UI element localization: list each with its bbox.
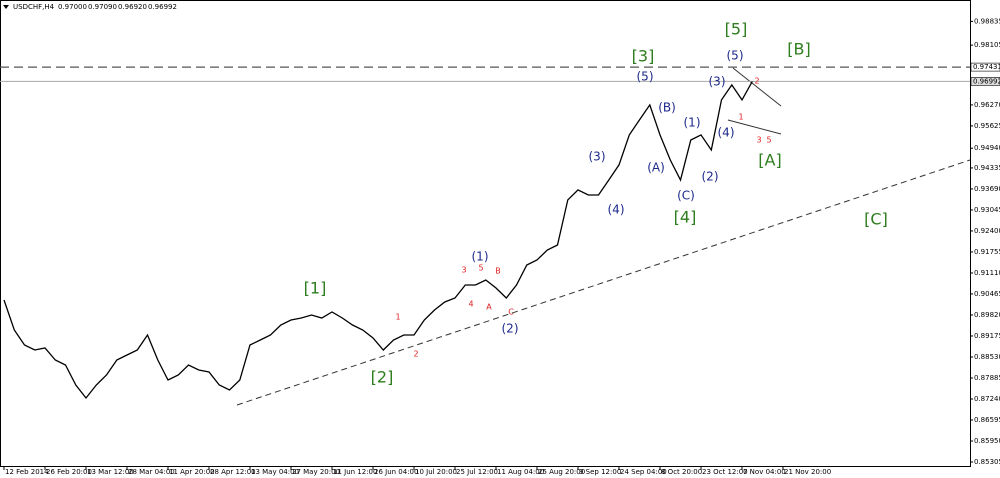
price-line-series [3,81,753,400]
wave-label: B [495,267,501,276]
wave-label: [B] [787,40,810,59]
x-tick-label: 11 Apr 20:00 [169,468,215,476]
wave-label: [5] [725,20,748,39]
wave-label: (4) [718,126,735,140]
wave-label: 4 [468,300,473,309]
ohlc-value: 0.96920 [118,3,147,11]
x-tick-label: 27 May 20:00 [292,468,340,476]
wave-label: [C] [864,210,888,229]
wave-label: (B) [658,101,676,115]
x-tick-label: 13 Mar 12:00 [87,468,134,476]
x-tick-label: 25 Jul 12:00 [456,468,498,476]
plot-frame [0,0,971,467]
wave-label: (5) [637,70,654,84]
y-tick-label: 0.85305 [974,458,1000,466]
wave-label: 1 [395,313,400,322]
wave-label: (C) [677,189,695,203]
x-tick-label: 28 Apr 12:00 [210,468,256,476]
ohlc-value: 0.97000 [58,3,87,11]
wave-label: 1 [738,113,743,122]
price-tag-label: 0.97431 [973,63,1000,71]
wave-label: 5 [478,264,483,273]
channel-line [727,119,782,135]
x-tick-label: 11 Aug 04:00 [497,468,544,476]
wave-label: (3) [589,150,606,164]
y-tick-label: 0.86595 [974,416,1000,424]
chart-title: USDCHF,H4 [13,3,55,11]
ohlc-value: 0.97090 [88,3,117,11]
x-tick-label: 26 Jun 04:00 [374,468,418,476]
y-tick-label: 0.93045 [974,206,1000,214]
wave-label: [3] [632,47,655,66]
x-tick-label: 7 Nov 04:00 [743,468,786,476]
wave-label: (2) [702,170,719,184]
price-tag [970,77,1000,86]
wave-label: C [508,308,514,317]
wave-label: (2) [502,322,519,336]
y-tick-label: 0.95625 [974,122,1000,130]
price-tag-label: 0.96992 [973,77,1000,85]
x-tick-label: 8 Oct 20:00 [661,468,702,476]
wave-label: 2 [754,77,759,86]
x-tick-label: 10 Jul 20:00 [415,468,457,476]
wave-label: 5 [766,136,771,145]
x-tick-label: 13 May 04:00 [251,468,299,476]
ohlc-value: 0.96992 [148,3,177,11]
wave-label: (4) [608,203,625,217]
x-tick-label: 24 Sep 04:00 [620,468,667,476]
wave-label: [A] [758,151,781,170]
wave-label: (3) [709,75,726,89]
x-tick-label: 23 Oct 12:00 [702,468,748,476]
wave-label: 3 [756,136,761,145]
trend-line [236,159,971,406]
y-tick-label: 0.98105 [974,41,1000,49]
wave-label: [4] [674,208,697,227]
wave-label: (5) [727,49,744,63]
wave-label: (A) [647,161,665,175]
wave-label: (1) [684,116,701,130]
wave-label: 2 [413,350,418,359]
y-tick-label: 0.87885 [974,374,1000,382]
y-tick-label: 0.90465 [974,290,1000,298]
channel-line [732,67,782,107]
y-tick-label: 0.98835 [974,17,1000,25]
wave-label: (1) [472,250,489,264]
x-tick-label: 25 Aug 20:00 [538,468,585,476]
y-tick-label: 0.89175 [974,332,1000,340]
price-tag [970,62,1000,72]
wave-label: 3 [461,266,466,275]
x-tick-label: 21 Nov 20:00 [784,468,831,476]
wave-label: A [486,303,492,312]
x-tick-label: 12 Feb 2014 [5,468,49,476]
wave-label: [2] [371,368,394,387]
wave-label: [1] [304,279,327,298]
x-tick-label: 9 Sep 12:00 [579,468,621,476]
x-tick-label: 11 Jun 12:00 [333,468,377,476]
x-tick-label: 28 Mar 04:00 [128,468,175,476]
x-tick-label: 26 Feb 20:00 [46,468,92,476]
y-tick-label: 0.94335 [974,164,1000,172]
menu-icon [3,5,9,9]
y-tick-label: 0.91755 [974,248,1000,256]
